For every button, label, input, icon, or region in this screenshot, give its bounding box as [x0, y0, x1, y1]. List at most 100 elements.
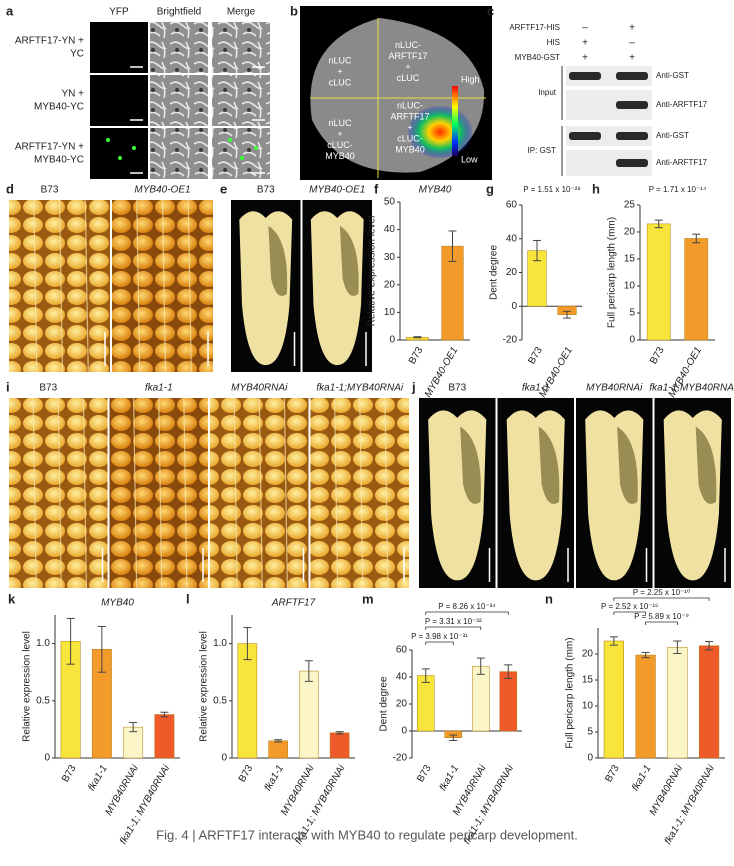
quadrant-label: + — [407, 122, 412, 132]
micrograph — [150, 75, 208, 126]
error-bar — [243, 627, 252, 661]
y-tick-label: 0 — [511, 301, 517, 312]
y-tick-label: 10 — [582, 701, 594, 712]
y-tick-label: 5 — [629, 308, 635, 319]
bar — [416, 675, 435, 732]
row-label: ARFTF17-YN + — [15, 142, 84, 153]
y-tick-label: 60 — [506, 200, 518, 211]
p-value: P = 2.25 x 10⁻¹⁰ — [633, 588, 690, 597]
y-tick-label: 0 — [389, 335, 395, 346]
panel-label: b — [290, 3, 298, 18]
significance-bracket — [613, 611, 647, 615]
x-tick-label: fka1-1 — [263, 763, 286, 793]
row-gap — [334, 397, 339, 589]
y-tick-label: 0 — [44, 753, 50, 764]
y-tick-label: 10 — [384, 307, 396, 318]
error-bar — [413, 336, 422, 339]
error-bar — [641, 651, 650, 659]
y-axis-label: Full pericarp length (mm) — [607, 217, 618, 328]
significance-bracket — [425, 641, 454, 645]
error-bar — [160, 711, 169, 718]
quadrant-label: cLUC- — [327, 140, 353, 150]
quadrant-label: cLUC- — [397, 133, 423, 143]
panel-label: e — [220, 181, 227, 196]
section-label: Input — [538, 88, 557, 97]
y-tick-label: -20 — [393, 753, 408, 764]
row-gap — [158, 397, 163, 589]
panel-label: d — [6, 181, 14, 196]
lane-sign: – — [629, 38, 635, 49]
row-gap — [32, 397, 37, 589]
significance-bracket — [425, 626, 482, 630]
sample-label: B73 — [41, 185, 59, 196]
micrograph — [150, 128, 208, 179]
error-bar — [97, 625, 106, 673]
bar — [154, 714, 175, 759]
x-tick-label: fka1-1 — [438, 763, 461, 793]
quadrant-label: ARFTF17 — [388, 51, 427, 61]
sample-label: MYB40RNAi — [586, 383, 643, 394]
row-label: YN + — [61, 89, 84, 100]
row-label: MYB40-YC — [34, 155, 84, 166]
row-gap — [82, 397, 87, 589]
significance-bracket — [613, 597, 710, 601]
y-tick-label: 25 — [624, 200, 636, 211]
row-gap — [136, 199, 141, 373]
panel-label: f — [374, 181, 379, 196]
micrograph — [90, 22, 148, 73]
blot-label: Anti-GST — [656, 71, 689, 80]
error-bar — [692, 233, 701, 244]
error-bar — [335, 731, 344, 735]
row-gap — [384, 397, 389, 589]
row-gap — [57, 397, 62, 589]
quadrant-label: nLUC- — [395, 40, 421, 50]
bar — [646, 223, 671, 341]
panel-label: i — [6, 379, 10, 394]
figure-caption: Fig. 4 | ARFTF17 interacts with MYB40 to… — [156, 827, 578, 842]
y-axis-label: Dent degree — [489, 245, 500, 300]
column-header: Brightfield — [157, 7, 201, 18]
y-tick-label: 15 — [582, 675, 594, 686]
error-bar — [673, 640, 682, 654]
y-tick-label: 15 — [624, 254, 636, 265]
row-gap — [161, 199, 167, 373]
error-bar — [129, 722, 138, 733]
y-tick-label: 0.5 — [213, 695, 227, 706]
y-tick-label: 30 — [384, 252, 396, 263]
x-tick-label: fka1-1 — [86, 763, 109, 793]
sample-label: fka1-1;MYB40RNAi — [316, 383, 403, 394]
y-axis-label: Relative expression level — [199, 631, 210, 742]
panel-label: c — [487, 3, 494, 18]
error-bar — [476, 657, 485, 675]
sample-label: B73 — [257, 185, 275, 196]
scale-label: Low — [461, 154, 478, 164]
y-tick-label: 20 — [506, 267, 518, 278]
x-tick-label: B73 — [60, 763, 79, 784]
y-tick-label: 5 — [587, 727, 593, 738]
x-tick-label: B73 — [407, 345, 426, 366]
lane-sign: – — [582, 23, 588, 34]
y-tick-label: 20 — [624, 227, 636, 238]
pericarp — [538, 426, 560, 504]
band — [616, 159, 648, 167]
bar — [499, 671, 518, 732]
band — [616, 132, 648, 140]
bar — [667, 646, 688, 759]
y-tick-label: 60 — [396, 645, 408, 656]
micrograph — [212, 128, 270, 179]
lane-sign: + — [582, 38, 588, 49]
x-tick-label: B73 — [526, 345, 545, 366]
yfp-signal — [132, 146, 136, 150]
micrograph — [150, 22, 208, 73]
row-label: ARFTF17-YN + — [15, 36, 84, 47]
significance-bracket — [645, 621, 678, 625]
blot-label: Anti-GST — [656, 131, 689, 140]
lane-sign: + — [629, 23, 635, 34]
bar — [237, 643, 258, 759]
quadrant-label: MYB40 — [395, 144, 425, 154]
row-gap — [58, 199, 64, 373]
x-tick-label: B73 — [415, 763, 434, 784]
condition-label: MYB40-GST — [515, 53, 560, 62]
micrograph — [90, 128, 148, 179]
